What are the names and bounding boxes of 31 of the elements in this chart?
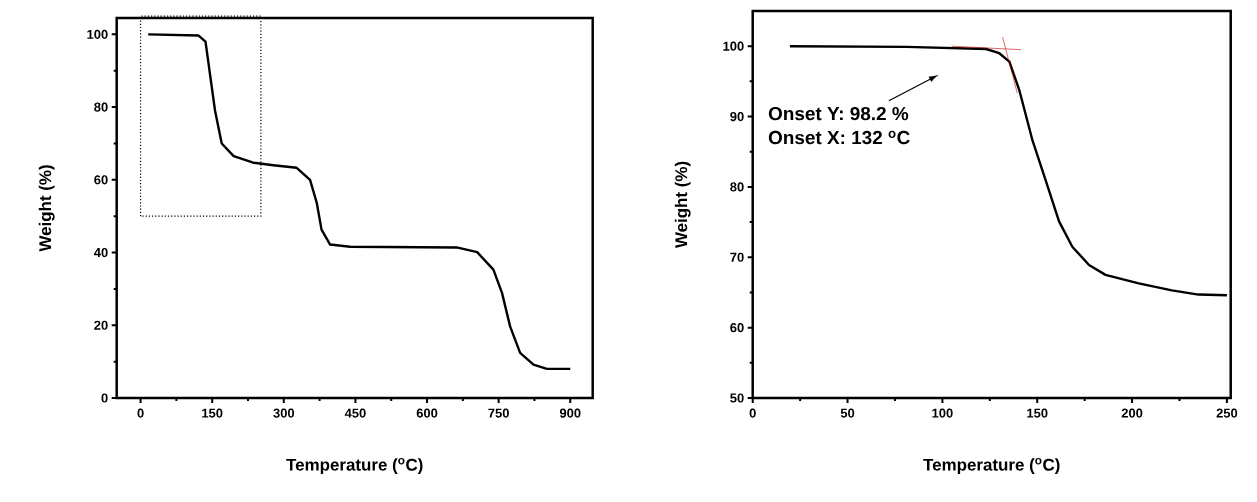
y-tick-label: 80 xyxy=(94,102,108,112)
x-tick-label: 250 xyxy=(1216,408,1238,418)
y-tick-label: 60 xyxy=(94,175,108,185)
y-tick-label: 90 xyxy=(730,111,744,122)
y-tick-label: 50 xyxy=(730,393,744,403)
x-tick-label: 50 xyxy=(840,408,855,418)
y-tick-label: 60 xyxy=(730,323,744,333)
y-axis-title: Weight (%) xyxy=(38,165,55,252)
x-tick-label: 900 xyxy=(559,408,581,418)
annotation: Onset X: 132 $^{o}$C xyxy=(768,130,910,145)
y-tick-label: 80 xyxy=(730,182,744,192)
y-tick-label: 100 xyxy=(723,41,744,51)
x-tick-label: 150 xyxy=(1027,408,1048,418)
x-tick-label: 0 xyxy=(137,408,144,418)
x-tick-label: 100 xyxy=(932,408,953,418)
x-axis-title: Temperature ($^{o}$C) xyxy=(923,457,1060,475)
x-tick-label: 750 xyxy=(488,408,509,418)
y-tick-label: 40 xyxy=(93,247,108,258)
x-tick-label: 300 xyxy=(273,408,295,418)
x-tick-label: 600 xyxy=(416,408,438,418)
x-tick-label: 200 xyxy=(1121,408,1143,418)
y-axis-title: Weight (%) xyxy=(674,161,691,249)
y-tick-label: 70 xyxy=(730,252,744,262)
x-tick-label: 150 xyxy=(202,408,223,418)
x-axis-title: Temperature ($^{o}$C) xyxy=(286,457,423,475)
y-tick-label: 100 xyxy=(87,29,108,39)
y-tick-label: 20 xyxy=(94,320,108,330)
annotation: Onset Y: 98.2 % xyxy=(768,106,909,121)
x-tick-label: 450 xyxy=(344,408,366,418)
x-tick-label: 0 xyxy=(749,408,756,418)
y-tick-label: 0 xyxy=(101,393,108,403)
